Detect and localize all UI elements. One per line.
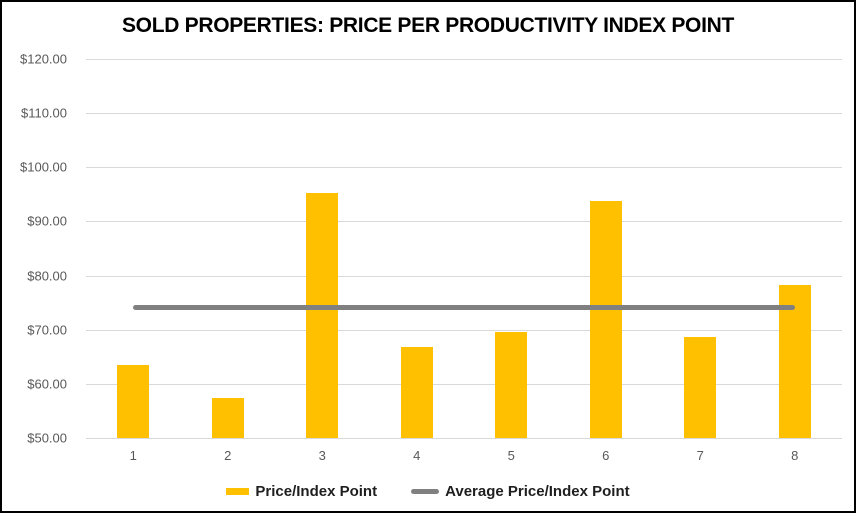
y-tick-label: $100.00 bbox=[20, 159, 67, 175]
bar-category-1 bbox=[117, 365, 150, 438]
chart-title: SOLD PROPERTIES: PRICE PER PRODUCTIVITY … bbox=[121, 14, 735, 37]
gridline bbox=[86, 383, 842, 385]
gridline bbox=[86, 221, 842, 223]
bar-category-7 bbox=[684, 336, 717, 438]
line-swatch-icon bbox=[411, 488, 440, 494]
gridline bbox=[86, 275, 842, 277]
y-tick-label: $110.00 bbox=[20, 105, 67, 121]
x-tick-label: 7 bbox=[696, 448, 704, 463]
average-line bbox=[133, 304, 795, 310]
y-axis: $120.00 $110.00 $100.00 $90.00 $80.00 $70.00 $… bbox=[2, 52, 67, 446]
gridline bbox=[86, 329, 842, 331]
x-tick-label: 1 bbox=[129, 448, 137, 463]
bar-category-2 bbox=[211, 397, 244, 438]
legend: Price/Index Point Average Price/Index Po… bbox=[2, 480, 854, 502]
legend-item-average-price-index-point: Average Price/Index Point bbox=[411, 483, 630, 500]
y-tick-label: $120.00 bbox=[20, 51, 67, 67]
plot-area bbox=[86, 59, 842, 439]
bar-category-8 bbox=[778, 285, 811, 438]
y-tick-label: $50.00 bbox=[27, 430, 67, 446]
y-tick-label: $90.00 bbox=[27, 213, 67, 229]
bar-swatch-icon bbox=[226, 487, 250, 495]
gridline bbox=[86, 438, 842, 439]
bar-category-4 bbox=[400, 346, 433, 438]
x-axis: 1 2 3 4 5 6 7 8 bbox=[86, 448, 842, 466]
x-tick-label: 5 bbox=[507, 448, 515, 463]
x-tick-label: 2 bbox=[224, 448, 232, 463]
bar-category-6 bbox=[589, 200, 622, 438]
bar-category-3 bbox=[306, 193, 339, 438]
y-tick-label: $70.00 bbox=[27, 322, 67, 338]
gridline bbox=[86, 167, 842, 169]
bar-category-5 bbox=[495, 331, 528, 438]
y-tick-label: $80.00 bbox=[27, 268, 67, 284]
legend-label-price-index-point: Price/Index Point bbox=[255, 482, 378, 500]
x-tick-label: 6 bbox=[602, 448, 610, 463]
y-tick-label: $60.00 bbox=[27, 376, 67, 392]
x-tick-label: 8 bbox=[791, 448, 799, 463]
x-tick-label: 3 bbox=[318, 448, 326, 463]
x-tick-label: 4 bbox=[413, 448, 421, 463]
legend-item-price-index-point: Price/Index Point bbox=[226, 483, 377, 500]
gridline bbox=[86, 59, 842, 60]
legend-label-average-price-index-point: Average Price/Index Point bbox=[445, 482, 630, 500]
gridline bbox=[86, 113, 842, 115]
